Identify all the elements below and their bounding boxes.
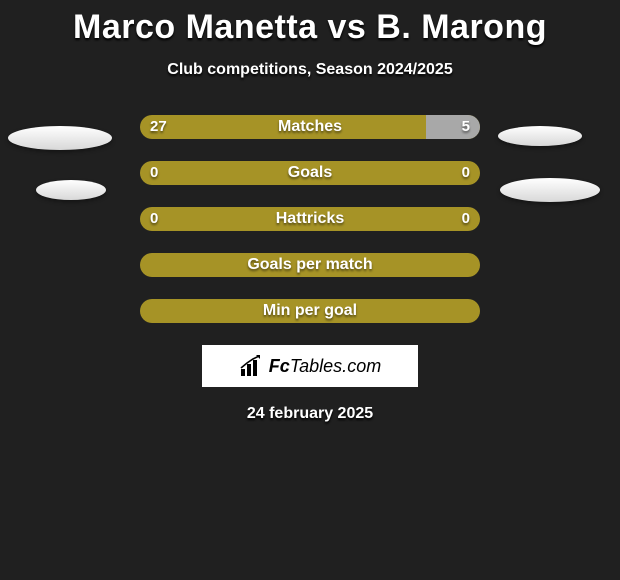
stat-row: Goals per match bbox=[0, 253, 620, 277]
decorative-ellipse bbox=[498, 126, 582, 146]
stat-value-left: 0 bbox=[150, 207, 158, 231]
stat-value-right: 0 bbox=[462, 161, 470, 185]
page-title: Marco Manetta vs B. Marong bbox=[0, 0, 620, 47]
stat-row: Hattricks00 bbox=[0, 207, 620, 231]
decorative-ellipse bbox=[8, 126, 112, 150]
bar-track bbox=[140, 299, 480, 323]
bar-track bbox=[140, 207, 480, 231]
bar-track bbox=[140, 253, 480, 277]
stat-value-right: 0 bbox=[462, 207, 470, 231]
stat-value-right: 5 bbox=[462, 115, 470, 139]
stat-value-left: 27 bbox=[150, 115, 167, 139]
logo-text: FcTables.com bbox=[269, 356, 381, 377]
decorative-ellipse bbox=[36, 180, 106, 200]
logo-rest: Tables.com bbox=[290, 356, 381, 376]
bar-track bbox=[140, 161, 480, 185]
stat-value-left: 0 bbox=[150, 161, 158, 185]
logo-bars-icon bbox=[239, 355, 263, 377]
bar-right bbox=[426, 115, 480, 139]
stat-row: Min per goal bbox=[0, 299, 620, 323]
logo-brand: Fc bbox=[269, 356, 290, 376]
logo-box: FcTables.com bbox=[202, 345, 418, 387]
bar-track bbox=[140, 115, 480, 139]
decorative-ellipse bbox=[500, 178, 600, 202]
subtitle: Club competitions, Season 2024/2025 bbox=[0, 61, 620, 79]
date-text: 24 february 2025 bbox=[0, 405, 620, 423]
